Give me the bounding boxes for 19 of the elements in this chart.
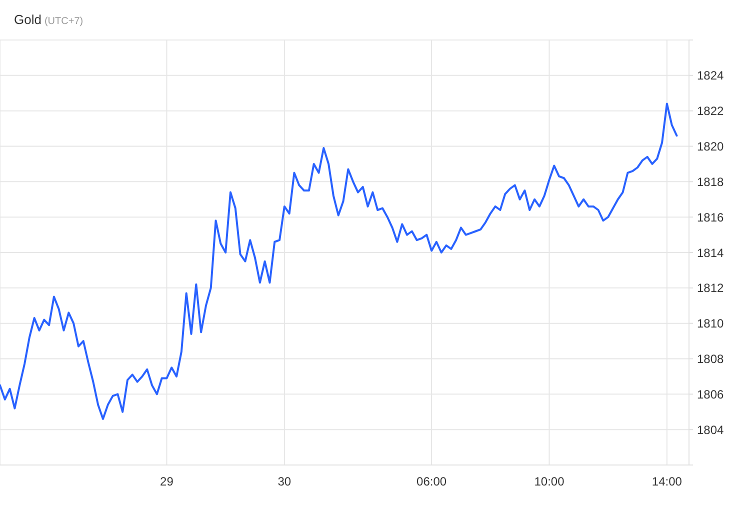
x-tick-label: 29 bbox=[160, 474, 174, 489]
line-series bbox=[0, 102, 678, 420]
x-tick-label: 06:00 bbox=[416, 474, 447, 489]
y-tick-label: 1812 bbox=[697, 281, 724, 296]
y-tick-label: 1816 bbox=[697, 210, 724, 224]
y-tick-label: 1822 bbox=[697, 104, 724, 118]
y-tick-label: 1814 bbox=[697, 246, 724, 260]
chart-subtitle: (UTC+7) bbox=[44, 16, 84, 27]
x-tick-label: 14:00 bbox=[652, 474, 682, 489]
x-tick-label: 10:00 bbox=[534, 474, 565, 489]
y-tick-label: 1824 bbox=[697, 68, 724, 83]
y-tick-label: 1804 bbox=[697, 422, 724, 437]
y-tick-label: 1808 bbox=[697, 352, 724, 366]
y-tick-label: 1820 bbox=[697, 140, 724, 154]
y-tick-label: 1810 bbox=[697, 316, 724, 331]
chart-title: Gold bbox=[14, 12, 42, 27]
y-tick-label: 1818 bbox=[697, 174, 724, 189]
y-tick-label: 1806 bbox=[697, 387, 724, 402]
x-tick-label: 30 bbox=[278, 474, 292, 489]
